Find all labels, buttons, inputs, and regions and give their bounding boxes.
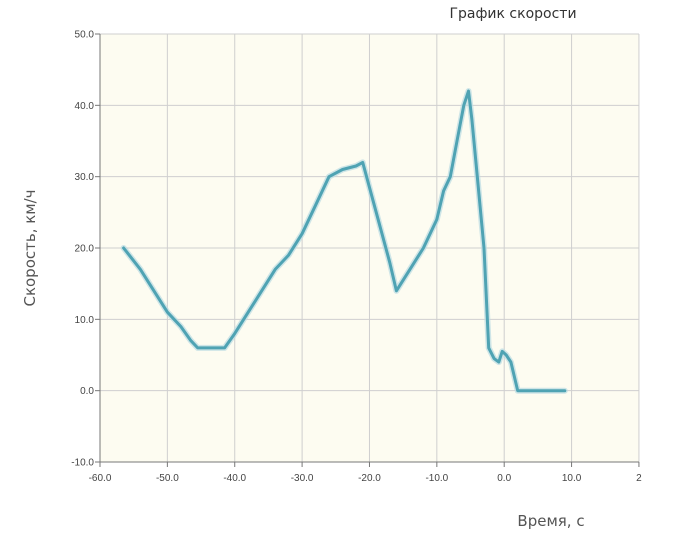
y-tick-label: 30.0 (75, 172, 95, 183)
x-axis-label: Время, с (517, 512, 584, 530)
y-tick-label: 40.0 (75, 101, 95, 112)
x-tick-label: -40.0 (223, 473, 246, 484)
y-axis-label: Скорость, км/ч (21, 189, 39, 306)
x-tick-label: 10.0 (562, 473, 582, 484)
x-tick-label: -20.0 (358, 473, 381, 484)
x-tick-label: -30.0 (291, 473, 314, 484)
chart-title: График скорости (449, 6, 576, 22)
y-tick-label: 0.0 (80, 386, 94, 397)
axes: -10.00.010.020.030.040.050.0-60.0 -50.0 -4… (71, 30, 642, 485)
x-tick-label: -50.0 (156, 473, 179, 484)
x-tick-label: 2 (636, 473, 642, 484)
y-tick-label: 50.0 (75, 30, 95, 41)
series-group (120, 88, 568, 394)
y-tick-label: -10.0 (71, 458, 94, 469)
x-tick-label: -10.0 (425, 473, 448, 484)
y-tick-label: 10.0 (75, 315, 95, 326)
y-tick-label: 20.0 (75, 244, 95, 255)
x-tick-label: -60.0 (89, 473, 112, 484)
series-line (122, 89, 567, 393)
x-tick-label: 0.0 (497, 473, 511, 484)
